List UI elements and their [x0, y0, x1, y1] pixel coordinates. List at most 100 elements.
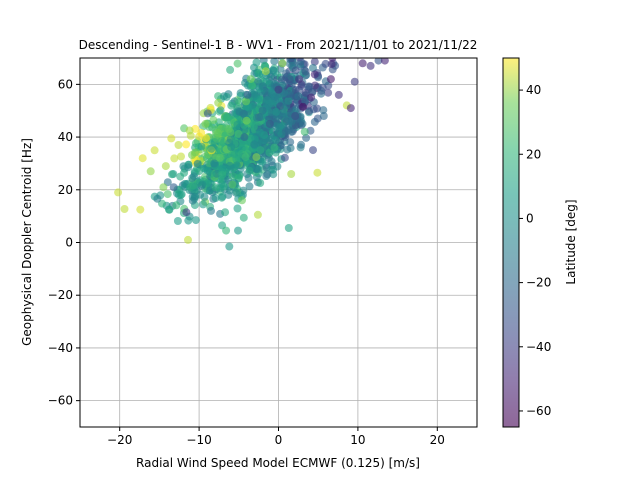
scatter-point	[283, 145, 292, 154]
scatter-point	[207, 144, 216, 153]
scatter-point	[191, 216, 200, 225]
scatter-point	[282, 101, 291, 110]
scatter-point	[225, 161, 234, 170]
colorbar-tick-label: 0	[526, 211, 534, 225]
scatter-point	[265, 119, 274, 128]
y-tick-label: 40	[58, 130, 73, 144]
x-tick-label: 0	[275, 433, 283, 447]
scatter-point	[286, 138, 295, 147]
scatter-point	[287, 170, 296, 178]
scatter-point	[358, 59, 367, 68]
scatter-point	[163, 190, 172, 199]
scatter-point	[263, 170, 272, 179]
scatter-point	[326, 75, 335, 84]
scatter-point	[280, 153, 289, 162]
scatter-point	[269, 66, 277, 75]
scatter-point	[300, 127, 309, 136]
scatter-point	[250, 140, 259, 149]
y-axis-ticks: −60 −40 −20 0 20 40 60	[48, 77, 80, 408]
scatter-point	[270, 143, 279, 152]
scatter-point	[272, 107, 281, 116]
scatter-point	[185, 126, 194, 135]
scatter-point	[228, 180, 237, 189]
scatter-point	[261, 67, 270, 76]
scatter-point	[114, 188, 123, 197]
scatter-point	[146, 167, 155, 176]
scatter-point	[153, 194, 162, 203]
y-axis-label: Geophysical Doppler Centroid [Hz]	[20, 138, 34, 346]
scatter-point	[350, 77, 359, 86]
scatter-point	[310, 70, 319, 79]
colorbar-tick-label: −60	[526, 404, 551, 418]
colorbar-tick-label: 40	[526, 83, 541, 97]
scatter-point	[242, 116, 251, 125]
scatter-point	[279, 108, 288, 117]
scatter-point	[182, 140, 191, 149]
scatter-point	[243, 90, 252, 99]
scatter-point	[225, 138, 234, 147]
scatter-point	[193, 160, 202, 168]
scatter-point	[207, 206, 215, 215]
scatter-point	[309, 146, 317, 155]
scatter-point	[214, 98, 223, 107]
scatter-point	[167, 134, 176, 143]
scatter-point	[182, 208, 191, 217]
scatter-point	[239, 213, 248, 222]
colorbar-label: Latitude [deg]	[564, 199, 578, 284]
y-tick-label: −60	[48, 394, 73, 408]
scatter-point	[218, 192, 227, 201]
scatter-point	[245, 166, 254, 175]
scatter-point	[136, 205, 145, 214]
scatter-point	[199, 200, 208, 209]
x-tick-label: 10	[350, 433, 365, 447]
x-tick-label: −10	[186, 433, 211, 447]
scatter-point	[138, 154, 147, 163]
scatter-point	[234, 129, 243, 138]
x-axis-label: Radial Wind Speed Model ECMWF (0.125) [m…	[136, 456, 420, 470]
scatter-point	[254, 165, 263, 174]
scatter-point	[246, 75, 255, 84]
scatter-point	[184, 163, 193, 172]
scatter-point	[268, 99, 277, 108]
scatter-point	[240, 133, 249, 142]
scatter-point	[227, 101, 236, 110]
scatter-point	[287, 58, 295, 63]
scatter-points	[114, 58, 389, 251]
scatter-point	[255, 113, 264, 121]
scatter-point	[245, 182, 254, 191]
scatter-point	[184, 235, 192, 244]
scatter-point	[217, 137, 226, 145]
scatter-point	[304, 82, 313, 91]
scatter-point	[225, 242, 234, 251]
y-tick-label: −40	[48, 341, 73, 355]
scatter-point	[260, 131, 269, 140]
scatter-point	[197, 142, 206, 151]
scatter-point	[271, 136, 280, 145]
scatter-point	[218, 164, 227, 173]
scatter-point	[270, 58, 279, 66]
scatter-point	[284, 224, 293, 232]
scatter-point	[211, 183, 220, 192]
scatter-point	[201, 119, 210, 128]
scatter-point	[231, 188, 240, 197]
scatter-point	[200, 193, 209, 201]
scatter-point	[297, 140, 306, 149]
y-tick-label: 0	[65, 236, 73, 250]
scatter-point	[230, 150, 239, 159]
chart-title: Descending - Sentinel-1 B - WV1 - From 2…	[79, 38, 478, 52]
scatter-point	[150, 146, 159, 155]
scatter-point	[291, 66, 300, 75]
scatter-point	[278, 59, 287, 68]
scatter-point	[248, 81, 257, 90]
scatter-point	[258, 106, 267, 115]
y-tick-label: 60	[58, 77, 73, 91]
scatter-point	[170, 154, 179, 163]
scatter-point	[265, 148, 274, 157]
plot-area: −20 −10 0 10 20 −60 −40 −20 0 20 40 60	[48, 57, 478, 447]
scatter-point	[295, 75, 304, 84]
scatter-point	[249, 122, 258, 131]
colorbar: −60 −40 −20 0 20 40 Latitude [deg]	[502, 57, 578, 428]
scatter-point	[374, 58, 383, 65]
colorbar-tick-label: 20	[526, 147, 541, 161]
